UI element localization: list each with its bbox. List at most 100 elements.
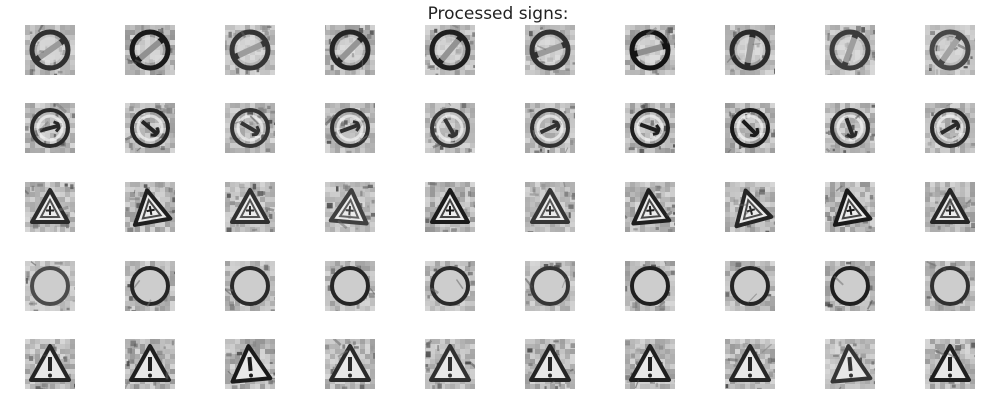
sign-tile-circle-bar xyxy=(625,261,675,311)
sign-tile-circle-bar xyxy=(525,261,575,311)
sign-tile-circle-bar xyxy=(25,261,75,311)
sign-tile-circle-arrow xyxy=(325,103,375,153)
sign-tile-circle-arrow xyxy=(25,103,75,153)
circle-arrow-sign-icon xyxy=(425,103,475,153)
sign-tile-circle-slash xyxy=(425,25,475,75)
circle-bar-sign-icon xyxy=(225,261,275,311)
sign-tile-triangle-exclamation xyxy=(925,339,975,389)
triangle-exclamation-sign-icon xyxy=(525,339,575,389)
circle-bar-sign-icon xyxy=(25,261,75,311)
triangle-snowflake-sign-icon xyxy=(725,182,775,232)
sign-tile-triangle-snowflake xyxy=(725,182,775,232)
triangle-snowflake-sign-icon xyxy=(325,182,375,232)
triangle-snowflake-sign-icon xyxy=(525,182,575,232)
circle-slash-sign-icon xyxy=(225,25,275,75)
sign-tile-triangle-snowflake xyxy=(25,182,75,232)
sign-tile-circle-slash xyxy=(625,25,675,75)
sign-tile-triangle-exclamation xyxy=(525,339,575,389)
circle-arrow-sign-icon xyxy=(525,103,575,153)
circle-bar-sign-icon xyxy=(325,261,375,311)
sign-tile-circle-slash xyxy=(125,25,175,75)
circle-slash-sign-icon xyxy=(25,25,75,75)
circle-arrow-sign-icon xyxy=(925,103,975,153)
sign-tile-triangle-snowflake xyxy=(825,182,875,232)
sign-tile-triangle-exclamation xyxy=(225,339,275,389)
circle-bar-sign-icon xyxy=(725,261,775,311)
triangle-exclamation-sign-icon xyxy=(925,339,975,389)
sign-tile-circle-bar xyxy=(125,261,175,311)
sign-tile-circle-arrow xyxy=(625,103,675,153)
sign-tile-circle-arrow xyxy=(425,103,475,153)
sign-tile-triangle-snowflake xyxy=(325,182,375,232)
circle-slash-sign-icon xyxy=(625,25,675,75)
sign-tile-circle-arrow xyxy=(225,103,275,153)
circle-bar-sign-icon xyxy=(525,261,575,311)
circle-arrow-sign-icon xyxy=(225,103,275,153)
triangle-snowflake-sign-icon xyxy=(625,182,675,232)
circle-slash-sign-icon xyxy=(425,25,475,75)
sign-tile-circle-slash xyxy=(525,25,575,75)
sign-tile-triangle-exclamation xyxy=(625,339,675,389)
triangle-snowflake-sign-icon xyxy=(25,182,75,232)
sign-tile-circle-slash xyxy=(225,25,275,75)
sign-tile-triangle-snowflake xyxy=(525,182,575,232)
triangle-snowflake-sign-icon xyxy=(425,182,475,232)
circle-slash-sign-icon xyxy=(825,25,875,75)
triangle-exclamation-sign-icon xyxy=(725,339,775,389)
triangle-exclamation-sign-icon xyxy=(425,339,475,389)
triangle-snowflake-sign-icon xyxy=(225,182,275,232)
sign-tile-circle-arrow xyxy=(725,103,775,153)
sign-tile-triangle-exclamation xyxy=(825,339,875,389)
triangle-exclamation-sign-icon xyxy=(825,339,875,389)
circle-arrow-sign-icon xyxy=(625,103,675,153)
circle-bar-sign-icon xyxy=(825,261,875,311)
sign-tile-triangle-snowflake xyxy=(125,182,175,232)
sign-tile-circle-slash xyxy=(825,25,875,75)
sign-tile-circle-arrow xyxy=(525,103,575,153)
circle-arrow-sign-icon xyxy=(25,103,75,153)
sign-tile-circle-bar xyxy=(225,261,275,311)
sign-tile-circle-arrow xyxy=(125,103,175,153)
circle-bar-sign-icon xyxy=(425,261,475,311)
sign-tile-triangle-snowflake xyxy=(625,182,675,232)
sign-tile-circle-bar xyxy=(825,261,875,311)
triangle-exclamation-sign-icon xyxy=(225,339,275,389)
triangle-snowflake-sign-icon xyxy=(125,182,175,232)
sign-tile-circle-arrow xyxy=(925,103,975,153)
sign-tile-circle-arrow xyxy=(825,103,875,153)
sign-tile-circle-slash xyxy=(925,25,975,75)
circle-bar-sign-icon xyxy=(925,261,975,311)
sign-tile-triangle-exclamation xyxy=(25,339,75,389)
sign-tile-circle-bar xyxy=(925,261,975,311)
sign-tile-triangle-snowflake xyxy=(425,182,475,232)
triangle-exclamation-sign-icon xyxy=(625,339,675,389)
triangle-snowflake-sign-icon xyxy=(825,182,875,232)
triangle-exclamation-sign-icon xyxy=(125,339,175,389)
sign-tile-triangle-exclamation xyxy=(125,339,175,389)
triangle-exclamation-sign-icon xyxy=(325,339,375,389)
sign-tile-circle-bar xyxy=(725,261,775,311)
sign-tile-circle-slash xyxy=(725,25,775,75)
circle-slash-sign-icon xyxy=(725,25,775,75)
sign-tile-circle-slash xyxy=(325,25,375,75)
circle-slash-sign-icon xyxy=(525,25,575,75)
circle-slash-sign-icon xyxy=(925,25,975,75)
circle-bar-sign-icon xyxy=(625,261,675,311)
sign-tile-triangle-exclamation xyxy=(325,339,375,389)
sign-tile-circle-bar xyxy=(325,261,375,311)
sign-tile-circle-slash xyxy=(25,25,75,75)
sign-tile-triangle-snowflake xyxy=(225,182,275,232)
triangle-snowflake-sign-icon xyxy=(925,182,975,232)
circle-slash-sign-icon xyxy=(125,25,175,75)
triangle-exclamation-sign-icon xyxy=(25,339,75,389)
sign-tile-circle-bar xyxy=(425,261,475,311)
circle-arrow-sign-icon xyxy=(725,103,775,153)
circle-arrow-sign-icon xyxy=(825,103,875,153)
sign-tile-triangle-exclamation xyxy=(425,339,475,389)
figure-title: Processed signs: xyxy=(427,4,569,24)
sign-tile-triangle-exclamation xyxy=(725,339,775,389)
circle-arrow-sign-icon xyxy=(125,103,175,153)
circle-slash-sign-icon xyxy=(325,25,375,75)
circle-arrow-sign-icon xyxy=(325,103,375,153)
